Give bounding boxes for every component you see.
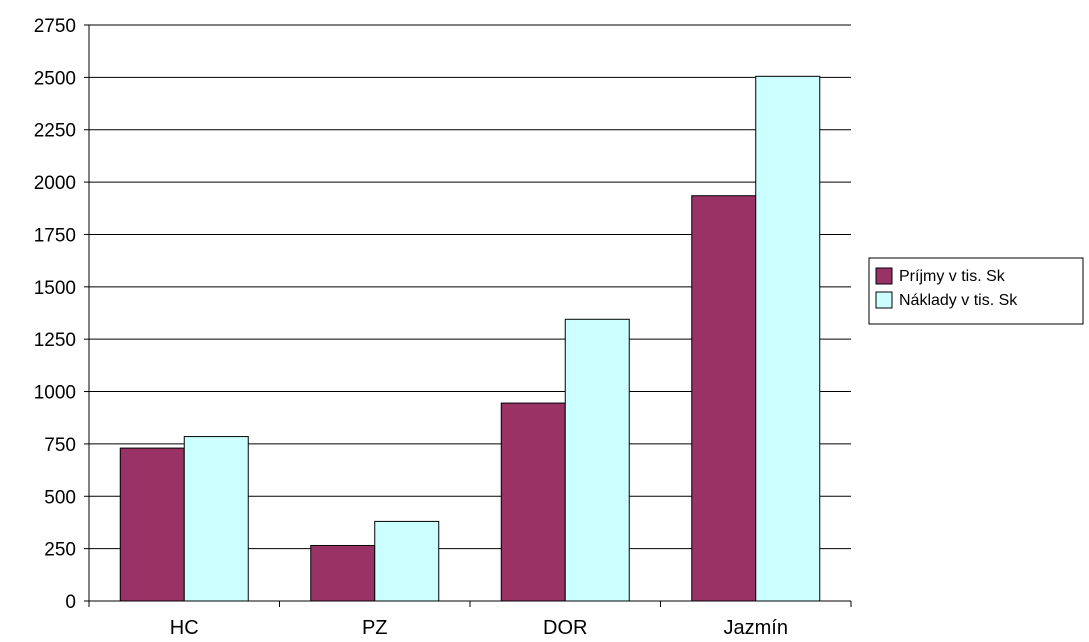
legend-label: Príjmy v tis. Sk: [899, 268, 1006, 285]
legend-swatch: [875, 267, 893, 285]
y-tick-label: 1500: [34, 278, 76, 299]
y-tick-label: 2250: [34, 121, 76, 142]
y-tick-label: 1000: [34, 383, 76, 404]
bar: [374, 520, 440, 602]
bar: [564, 318, 630, 602]
y-tick-label: 1250: [34, 330, 76, 351]
bar: [500, 402, 566, 602]
y-tick-label: 2500: [34, 68, 76, 89]
legend-label: Náklady v tis. Sk: [899, 292, 1018, 309]
x-category-label: Jazmín: [724, 617, 788, 639]
y-tick-label: 750: [44, 435, 76, 456]
bars: [119, 75, 821, 602]
y-tick-label: 1750: [34, 225, 76, 246]
bar: [755, 75, 821, 602]
y-tick-label: 500: [44, 487, 76, 508]
legend: Príjmy v tis. Sk Náklady v tis. Sk: [868, 257, 1084, 325]
bar: [119, 447, 185, 602]
x-category-label: HC: [170, 617, 199, 639]
bar: [183, 436, 249, 602]
y-axis-ticks: 0 250 500 750 1000 1250 1500 1750 2000 2250 2500 27…: [34, 16, 89, 613]
y-tick-label: 0: [65, 592, 76, 613]
bar: [310, 544, 376, 602]
y-tick-label: 2000: [34, 173, 76, 194]
legend-swatch: [875, 291, 893, 309]
bar: [691, 195, 757, 602]
y-tick-label: 250: [44, 540, 76, 561]
x-axis-ticks: HC PZ DOR Jazmín: [88, 601, 852, 639]
x-category-label: DOR: [543, 617, 587, 639]
y-tick-label: 2750: [34, 16, 76, 37]
legend-box: [868, 257, 1084, 325]
x-category-label: PZ: [362, 617, 388, 639]
